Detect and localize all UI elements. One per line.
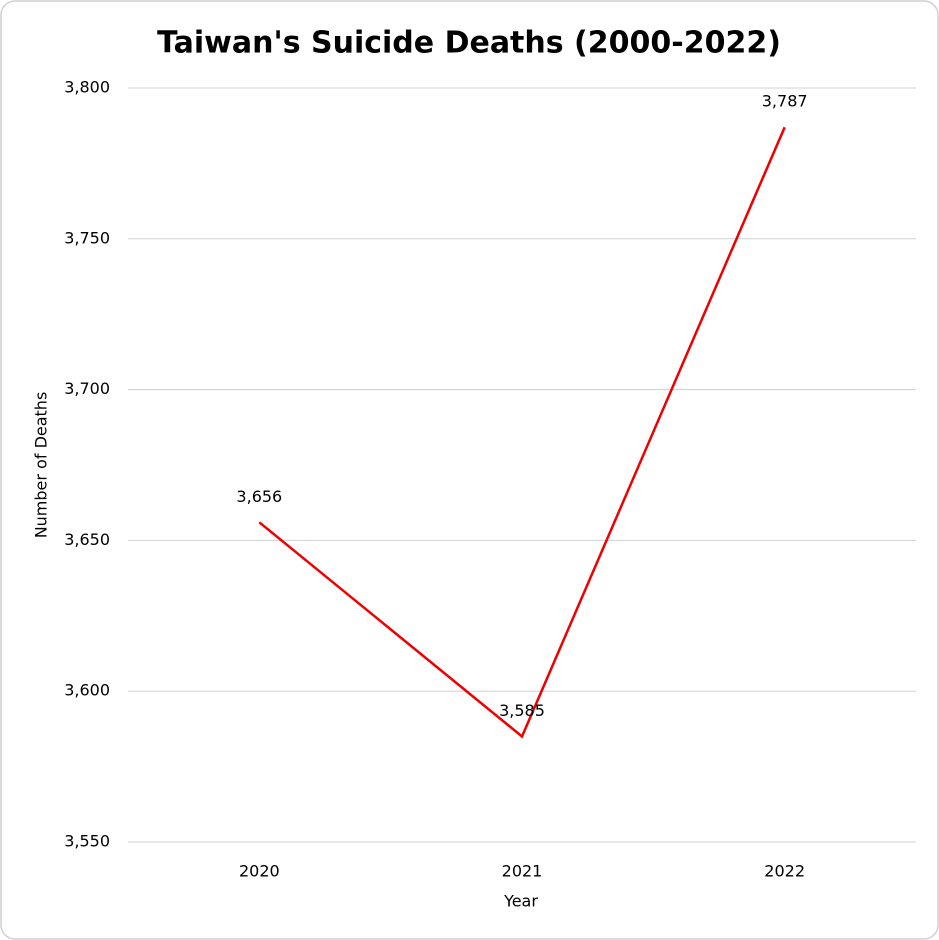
y-tick-label: 3,600 <box>64 681 110 700</box>
y-tick-label: 3,750 <box>64 228 110 247</box>
data-label: 3,585 <box>499 701 545 720</box>
x-axis-label: Year <box>503 892 538 911</box>
y-tick-label: 3,650 <box>64 530 110 549</box>
chart-title: Taiwan's Suicide Deaths (2000-2022) <box>157 26 781 61</box>
x-tick-label: 2022 <box>764 862 805 881</box>
y-tick-label: 3,550 <box>64 832 110 851</box>
y-tick-label: 3,800 <box>64 78 110 97</box>
line <box>258 126 786 739</box>
y-tick-label: 3,700 <box>64 379 110 398</box>
x-tick-label: 2021 <box>502 862 543 881</box>
x-tick-label: 2020 <box>239 862 280 881</box>
data-label: 3,656 <box>236 487 282 506</box>
y-axis-label: Number of Deaths <box>32 392 51 539</box>
data-label: 3,787 <box>762 92 808 111</box>
